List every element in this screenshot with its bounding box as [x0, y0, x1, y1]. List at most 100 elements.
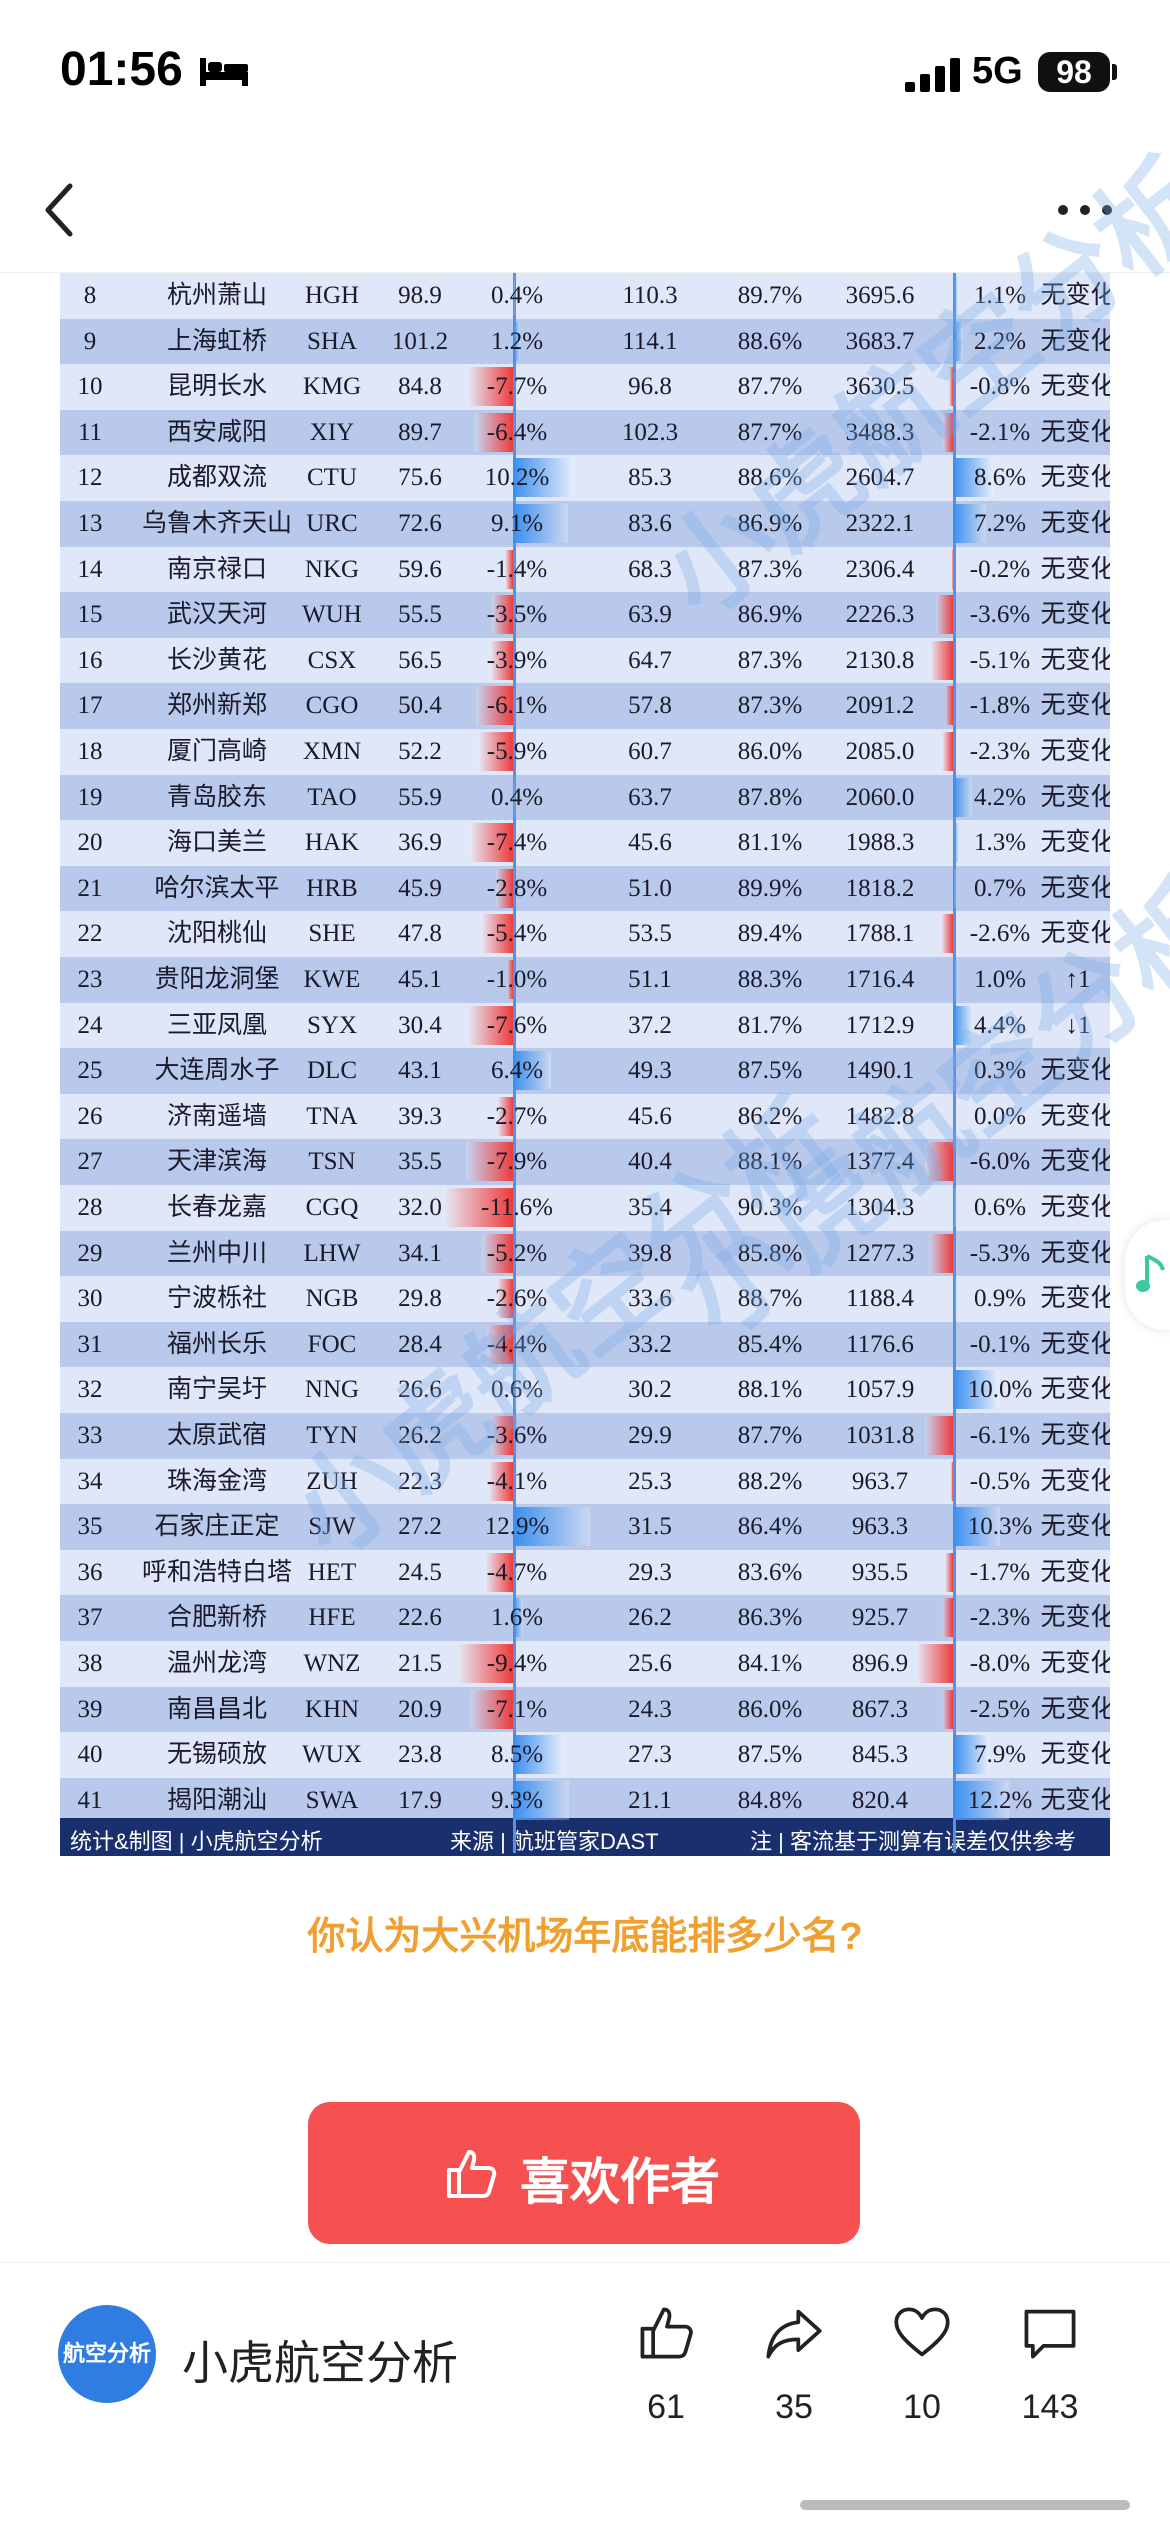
cell-code: HFE: [282, 1595, 382, 1641]
cell-growth1: -7.9%: [452, 1139, 582, 1185]
cell-code: XIY: [282, 410, 382, 456]
cell-rank: 33: [60, 1413, 120, 1459]
cell-flights: 2091.2: [810, 683, 950, 729]
thumbs-up-icon: [443, 2146, 499, 2202]
cell-load: 85.4%: [720, 1322, 820, 1368]
cell-code: NGB: [282, 1276, 382, 1322]
cell-load: 81.7%: [720, 1003, 820, 1049]
cell-growth1: 0.4%: [452, 273, 582, 319]
cell-growth2: 7.9%: [940, 1732, 1060, 1778]
cell-load: 86.9%: [720, 501, 820, 547]
cell-load: 87.8%: [720, 775, 820, 821]
cell-load: 89.7%: [720, 273, 820, 319]
chevron-left-icon[interactable]: [40, 180, 80, 240]
cell-code: SHA: [282, 319, 382, 365]
cell-seat: 30.2: [580, 1367, 720, 1413]
bed-icon: [198, 52, 250, 88]
cell-flights: 867.3: [810, 1687, 950, 1733]
cell-code: TNA: [282, 1094, 382, 1140]
cell-code: NNG: [282, 1367, 382, 1413]
cell-load: 87.7%: [720, 1413, 820, 1459]
cell-seat: 57.8: [580, 683, 720, 729]
author-avatar[interactable]: 航空分析: [58, 2305, 156, 2403]
cell-load: 89.9%: [720, 866, 820, 912]
status-time: 01:56: [60, 42, 183, 97]
cell-flights: 2322.1: [810, 501, 950, 547]
cell-flights: 845.3: [810, 1732, 950, 1778]
cell-rank: 41: [60, 1778, 120, 1824]
cell-seat: 45.6: [580, 1094, 720, 1140]
cell-flights: 925.7: [810, 1595, 950, 1641]
comment-action[interactable]: 143: [1000, 2303, 1100, 2427]
author-name[interactable]: 小虎航空分析: [182, 2327, 458, 2393]
cell-seat: 51.0: [580, 866, 720, 912]
cell-rank: 14: [60, 547, 120, 593]
more-horizontal-icon[interactable]: [1055, 200, 1115, 220]
cell-flights: 1712.9: [810, 1003, 950, 1049]
cell-growth1: -3.9%: [452, 638, 582, 684]
cell-growth1: -7.6%: [452, 1003, 582, 1049]
cell-load: 84.8%: [720, 1778, 820, 1824]
cell-growth2: 4.4%: [940, 1003, 1060, 1049]
cell-rank: 36: [60, 1550, 120, 1596]
cell-flights: 1490.1: [810, 1048, 950, 1094]
cell-flights: 1818.2: [810, 866, 950, 912]
cell-rank: 12: [60, 455, 120, 501]
cell-load: 86.9%: [720, 592, 820, 638]
favorite-action[interactable]: 10: [872, 2303, 972, 2427]
like-author-label: 喜欢作者: [520, 2142, 720, 2214]
cell-load: 87.5%: [720, 1732, 820, 1778]
cell-flights: 1304.3: [810, 1185, 950, 1231]
music-floating-tab[interactable]: [1125, 1220, 1170, 1330]
cell-code: WUX: [282, 1732, 382, 1778]
share-action[interactable]: 35: [744, 2303, 844, 2427]
cell-growth1: 9.3%: [452, 1778, 582, 1824]
cell-rank: 11: [60, 410, 120, 456]
cell-growth2: -2.3%: [940, 1595, 1060, 1641]
cell-code: NKG: [282, 547, 382, 593]
cell-code: CGQ: [282, 1185, 382, 1231]
cell-rank: 28: [60, 1185, 120, 1231]
cell-code: SWA: [282, 1778, 382, 1824]
cell-flights: 963.7: [810, 1459, 950, 1505]
cell-growth2: -6.0%: [940, 1139, 1060, 1185]
cell-rank: 26: [60, 1094, 120, 1140]
cell-code: DLC: [282, 1048, 382, 1094]
cell-load: 81.1%: [720, 820, 820, 866]
cell-load: 86.0%: [720, 1687, 820, 1733]
like-action[interactable]: 61: [616, 2303, 716, 2427]
cell-flights: 1482.8: [810, 1094, 950, 1140]
cell-growth2: 0.7%: [940, 866, 1060, 912]
signal-icon: [905, 56, 963, 92]
cell-rank: 20: [60, 820, 120, 866]
like-author-button[interactable]: 喜欢作者: [308, 2102, 860, 2244]
battery-icon: 98: [1038, 52, 1110, 92]
cell-load: 86.4%: [720, 1504, 820, 1550]
question-text: 你认为大兴机场年底能排多少名?: [0, 1905, 1170, 1960]
cell-growth2: -5.1%: [940, 638, 1060, 684]
cell-growth1: -9.4%: [452, 1641, 582, 1687]
cell-seat: 110.3: [580, 273, 720, 319]
cell-flights: 2604.7: [810, 455, 950, 501]
cell-load: 86.3%: [720, 1595, 820, 1641]
cell-code: SHE: [282, 911, 382, 957]
cell-growth2: -8.0%: [940, 1641, 1060, 1687]
cell-seat: 21.1: [580, 1778, 720, 1824]
cell-growth1: -11.6%: [452, 1185, 582, 1231]
cell-growth2: -2.6%: [940, 911, 1060, 957]
cell-growth1: -2.8%: [452, 866, 582, 912]
cell-growth1: -4.7%: [452, 1550, 582, 1596]
cell-load: 89.4%: [720, 911, 820, 957]
cell-growth1: -6.1%: [452, 683, 582, 729]
cell-load: 87.3%: [720, 547, 820, 593]
cell-growth2: 10.0%: [940, 1367, 1060, 1413]
cell-code: KHN: [282, 1687, 382, 1733]
cell-growth1: -4.4%: [452, 1322, 582, 1368]
